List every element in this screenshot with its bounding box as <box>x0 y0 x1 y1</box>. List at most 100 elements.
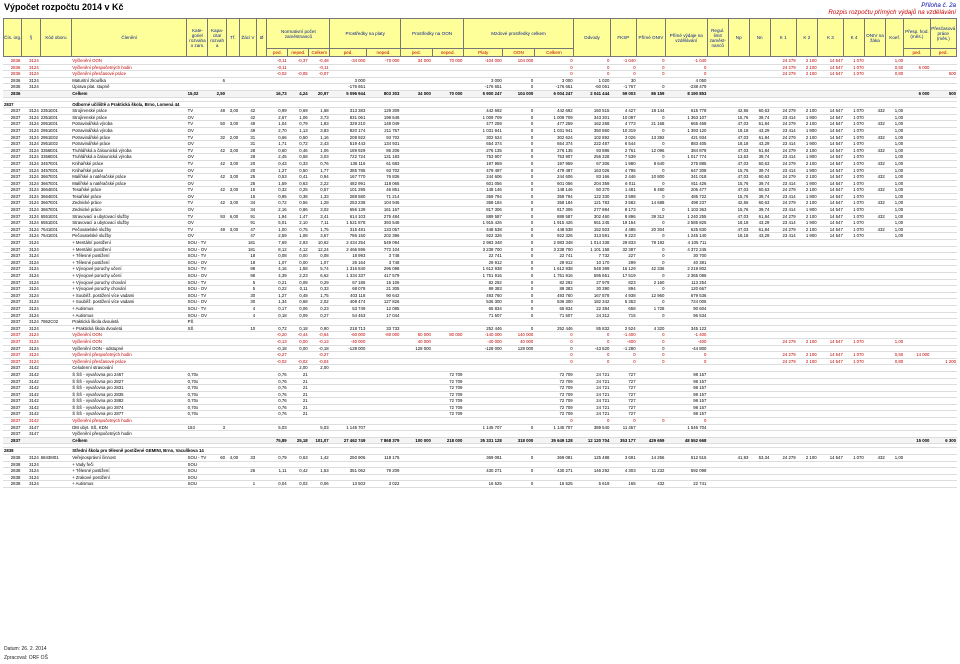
table-cell: 0 <box>573 417 611 425</box>
table-cell <box>39 101 72 109</box>
table-cell <box>39 239 72 247</box>
table-cell: 0 <box>636 140 666 148</box>
table-cell: 60,63 <box>749 186 771 194</box>
table-cell: 8 896 <box>610 213 637 221</box>
table-cell: 61,84 <box>749 120 771 128</box>
table-cell: 1,00 <box>885 167 905 175</box>
table-row: 2837 3124 + Souběž. postižení více vadami S… <box>3 298 957 306</box>
table-cell: 40 000 <box>400 338 432 346</box>
table-cell <box>707 358 729 366</box>
table-cell <box>400 64 432 72</box>
table-cell <box>226 351 240 359</box>
table-cell <box>930 167 957 175</box>
table-cell <box>864 246 886 254</box>
table-cell: 3 238 700 <box>463 246 503 254</box>
table-cell <box>186 364 208 372</box>
table-cell <box>904 364 931 372</box>
table-cell: 7 539 <box>610 153 637 161</box>
table-row: 2837 3124 3356E01 Truhlářská a čalounická v… <box>3 153 957 161</box>
table-cell: 1,77 <box>308 167 330 175</box>
table-cell: 432 <box>864 186 886 194</box>
table-cell <box>463 410 503 419</box>
table-cell: 7541E01 <box>39 226 72 234</box>
table-cell: 0 <box>502 424 535 432</box>
table-cell: -0,27 <box>308 351 330 359</box>
table-cell: 1,00 <box>885 127 905 135</box>
table-cell <box>930 265 957 273</box>
table-row: 2837 3124 + Vývojové poruchy učení SOU - TV… <box>3 265 957 273</box>
table-cell: -1 400 <box>610 331 637 339</box>
table-cell <box>864 384 886 392</box>
table-cell: SOU - OV <box>186 312 208 320</box>
table-cell <box>796 397 818 405</box>
table-cell: 1,00 <box>885 206 905 214</box>
table-cell <box>864 410 886 419</box>
table-cell: 4 427 <box>610 107 637 115</box>
table-cell <box>431 83 464 91</box>
table-cell: 0,21 <box>266 279 288 287</box>
table-cell <box>843 305 865 313</box>
table-cell <box>610 430 637 438</box>
table-cell <box>904 58 931 65</box>
table-cell <box>707 424 729 432</box>
table-cell: 72 709 <box>534 371 574 379</box>
table-cell: 24 279 <box>770 199 797 208</box>
col-kapacita: Kapa- cita/ rozvah a <box>207 18 227 57</box>
table-cell <box>400 120 432 128</box>
table-cell: 614 103 <box>329 213 367 221</box>
table-cell <box>749 410 771 419</box>
table-cell: 0 <box>502 173 535 181</box>
table-cell <box>400 424 432 432</box>
table-cell <box>226 193 240 201</box>
table-cell: 14 547 <box>817 167 844 175</box>
table-cell <box>534 318 574 326</box>
table-cell: 288 580 <box>329 193 367 201</box>
table-cell: 4 105 711 <box>665 239 708 247</box>
table-cell <box>226 167 240 175</box>
table-cell: -176 651 <box>329 83 367 91</box>
table-cell <box>366 318 401 326</box>
table-cell: 296 098 <box>366 265 401 273</box>
table-cell: 0,17 <box>266 305 288 313</box>
table-cell <box>796 417 818 425</box>
table-cell: 53 749 <box>329 305 367 313</box>
table-cell: 3124 <box>21 345 40 353</box>
table-cell: 3142 <box>21 404 40 412</box>
table-cell <box>707 325 729 333</box>
table-cell <box>864 345 886 353</box>
table-cell <box>400 417 432 425</box>
table-cell: 0,18 <box>287 325 309 333</box>
table-cell: 417 579 <box>366 272 401 280</box>
table-cell: 152 503 <box>573 226 611 234</box>
table-cell <box>39 285 72 293</box>
table-cell <box>256 120 267 128</box>
table-cell <box>817 430 844 438</box>
table-cell <box>728 358 750 366</box>
table-cell: 40 000 <box>502 338 535 346</box>
table-cell <box>266 417 288 425</box>
table-cell <box>39 378 72 386</box>
table-cell <box>610 318 637 326</box>
table-cell <box>308 318 330 326</box>
table-cell <box>186 417 208 425</box>
table-cell <box>885 90 905 98</box>
table-cell: 2951E02 <box>39 134 72 142</box>
table-cell: 21 <box>287 404 309 412</box>
table-cell <box>463 461 503 469</box>
table-cell <box>817 384 844 392</box>
table-cell: 3124 <box>21 167 40 175</box>
table-cell: 118 065 <box>366 180 401 188</box>
table-cell: 1,53 <box>308 467 330 475</box>
table-cell <box>843 331 865 339</box>
table-cell: 722 724 <box>329 153 367 161</box>
table-cell: 1 334 337 <box>329 272 367 280</box>
table-cell: -400 <box>665 338 708 346</box>
table-cell <box>400 461 432 469</box>
table-cell: 1 900 <box>796 140 818 148</box>
section-title: Střední škola pro tělesně postižené GEMI… <box>71 447 957 456</box>
col-koef: Koef. <box>884 18 905 57</box>
table-cell <box>256 83 267 91</box>
table-cell <box>329 391 367 399</box>
table-cell: 0,79 <box>287 120 309 128</box>
table-cell: 22 741 <box>665 480 708 488</box>
